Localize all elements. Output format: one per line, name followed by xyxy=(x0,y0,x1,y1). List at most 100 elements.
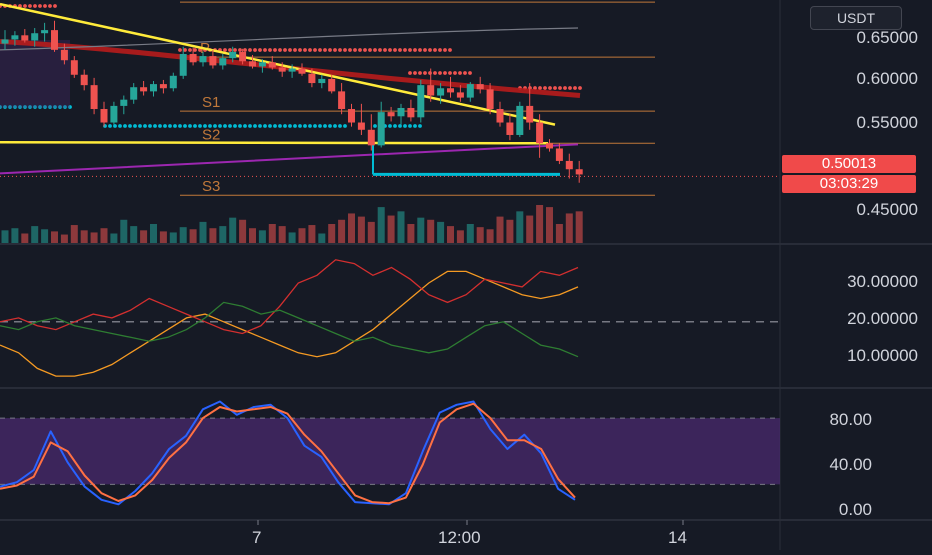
dmi-axis-label: 30.00000 xyxy=(847,272,918,291)
level-dot xyxy=(33,4,37,8)
level-dot xyxy=(398,48,402,52)
level-dot xyxy=(288,48,292,52)
candle-body xyxy=(308,73,316,84)
candle-body xyxy=(70,60,78,75)
level-dot xyxy=(553,86,557,90)
level-dot xyxy=(223,48,227,52)
volume-bar xyxy=(546,207,553,243)
candle-body xyxy=(298,68,306,74)
candle-body xyxy=(21,35,29,41)
level-dot xyxy=(318,48,322,52)
candle-body xyxy=(209,56,217,66)
level-dot xyxy=(428,71,432,75)
last-price-tag: 0.50013 xyxy=(782,155,916,173)
level-dot xyxy=(293,48,297,52)
level-dot xyxy=(443,48,447,52)
volume-bar xyxy=(130,226,138,243)
level-dot xyxy=(43,4,47,8)
volume-bar xyxy=(526,215,534,243)
level-dot xyxy=(238,48,242,52)
level-dot xyxy=(243,48,247,52)
time-axis-label: 7 xyxy=(252,528,262,547)
candle-body xyxy=(387,112,395,117)
price-axis-label: 0.45000 xyxy=(856,200,918,219)
level-dot xyxy=(438,71,442,75)
level-dot xyxy=(28,4,32,8)
candle-body xyxy=(80,74,88,86)
volume-bar xyxy=(338,219,346,243)
level-dot xyxy=(248,48,252,52)
currency-selector[interactable]: USDT xyxy=(810,6,902,30)
candle-body xyxy=(229,51,237,59)
level-dot xyxy=(418,48,422,52)
candle-body xyxy=(417,85,425,118)
stoch-axis-label: 40.00 xyxy=(829,455,872,474)
candle-body xyxy=(100,109,108,123)
volume-bar xyxy=(100,228,108,243)
level-dot xyxy=(43,105,47,109)
level-dot xyxy=(283,124,287,128)
volume-bar xyxy=(1,230,9,243)
level-dot xyxy=(278,124,282,128)
level-dot xyxy=(223,124,227,128)
volume-bar xyxy=(298,228,306,243)
level-dot xyxy=(13,105,17,109)
level-dot xyxy=(353,48,357,52)
level-dot xyxy=(308,124,312,128)
volume-bar xyxy=(209,228,217,243)
volume-bar xyxy=(268,224,276,243)
candle-body xyxy=(189,53,197,63)
level-dot xyxy=(413,124,417,128)
volume-bar xyxy=(41,229,49,243)
candle-body xyxy=(249,61,256,67)
level-dot xyxy=(233,48,237,52)
level-dot xyxy=(138,124,142,128)
volume-bar xyxy=(51,231,58,243)
level-dot xyxy=(188,124,192,128)
level-dot xyxy=(443,71,447,75)
dmi-series-line xyxy=(0,270,579,377)
volume-bar xyxy=(555,224,563,243)
candle-body xyxy=(130,87,138,100)
candle-body xyxy=(526,105,534,123)
candle-body xyxy=(466,84,474,98)
volume-bar xyxy=(229,217,237,243)
candle-body xyxy=(268,62,276,68)
level-dot xyxy=(23,105,27,109)
volume-bar xyxy=(308,225,316,243)
candle-body xyxy=(496,109,504,123)
level-dot xyxy=(393,48,397,52)
volume-bar xyxy=(506,219,514,243)
trendline xyxy=(0,2,556,126)
volume-bar xyxy=(140,230,148,243)
candle-body xyxy=(506,122,514,135)
level-dot xyxy=(378,48,382,52)
level-dot xyxy=(413,48,417,52)
level-dot xyxy=(333,124,337,128)
dmi-axis-label: 10.00000 xyxy=(847,346,918,365)
candle-body xyxy=(367,129,375,146)
volume-bar xyxy=(258,230,266,243)
level-dot xyxy=(533,86,537,90)
volume-bar xyxy=(90,232,98,243)
level-dot xyxy=(418,71,422,75)
candle-body xyxy=(328,78,336,92)
level-dot xyxy=(113,124,117,128)
level-dot xyxy=(538,86,542,90)
level-dot xyxy=(348,48,352,52)
volume-bar xyxy=(80,230,88,243)
level-dot xyxy=(228,124,232,128)
volume-bar xyxy=(466,224,474,243)
stoch-series-line xyxy=(0,402,576,505)
candle-body xyxy=(427,85,435,96)
level-dot xyxy=(253,48,257,52)
time-axis-label: 14 xyxy=(668,528,687,547)
level-dot xyxy=(373,124,377,128)
volume-bar xyxy=(278,226,286,243)
volume-bar xyxy=(110,233,118,243)
level-dot xyxy=(298,124,302,128)
level-dot xyxy=(328,124,332,128)
level-dot xyxy=(288,124,292,128)
